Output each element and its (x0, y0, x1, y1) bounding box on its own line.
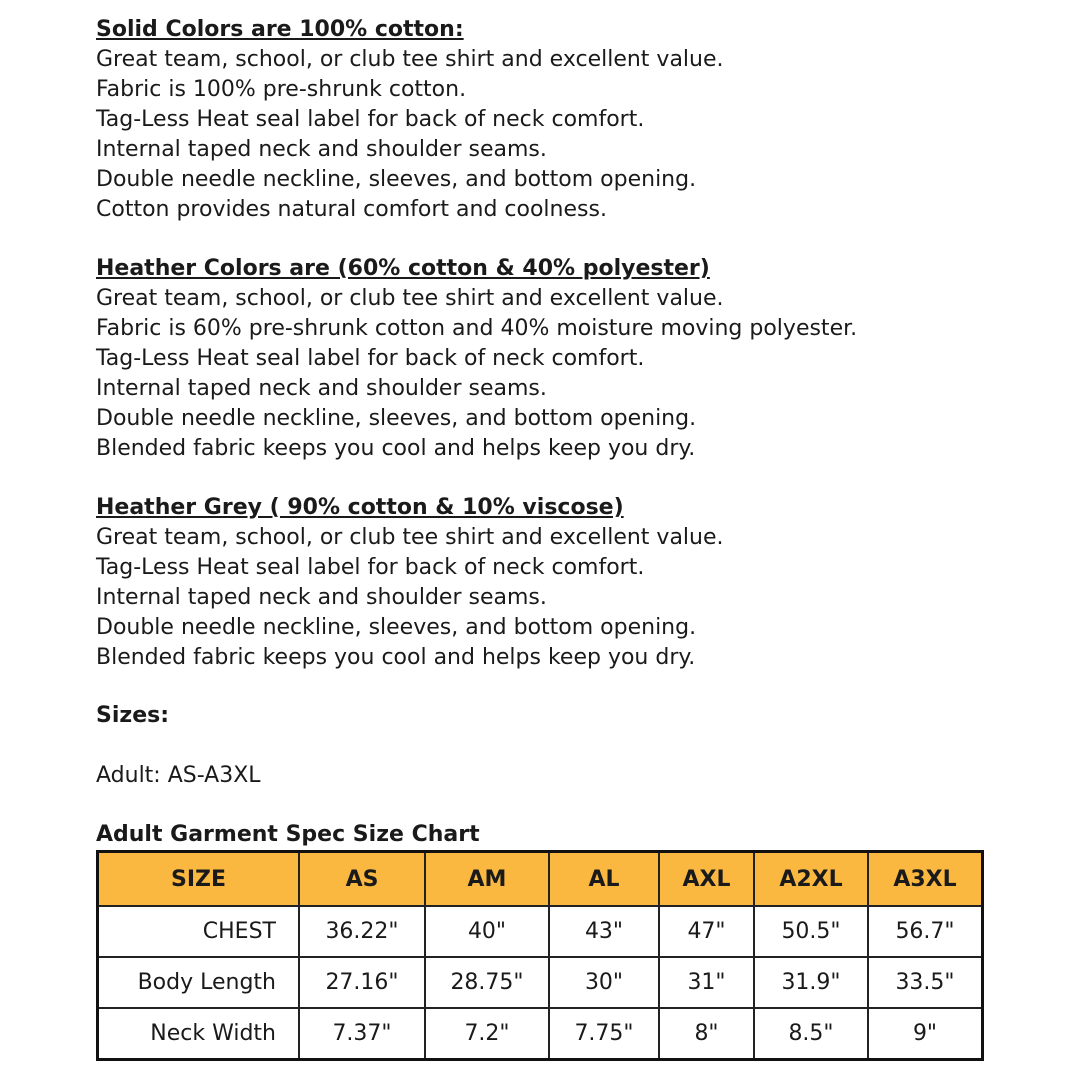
feature-line: Tag-Less Heat seal label for back of nec… (96, 107, 645, 132)
table-cell: 36.22" (298, 905, 426, 958)
feature-line: Great team, school, or club tee shirt an… (96, 47, 724, 72)
feature-line: Double needle neckline, sleeves, and bot… (96, 615, 697, 640)
adult-sizes: Adult: AS-A3XL (96, 763, 261, 788)
table-cell: 7.37" (298, 1007, 426, 1061)
feature-line: Tag-Less Heat seal label for back of nec… (96, 346, 645, 371)
feature-line: Internal taped neck and shoulder seams. (96, 376, 547, 401)
table-cell: 31" (658, 956, 755, 1009)
feature-line: Blended fabric keeps you cool and helps … (96, 436, 696, 461)
feature-line: Cotton provides natural comfort and cool… (96, 197, 607, 222)
column-header: A2XL (753, 850, 869, 907)
table-cell: 56.7" (867, 905, 984, 958)
table-cell: 28.75" (424, 956, 550, 1009)
size-chart-title: Adult Garment Spec Size Chart (96, 822, 480, 847)
table-cell: 8.5" (753, 1007, 869, 1061)
feature-line: Fabric is 60% pre-shrunk cotton and 40% … (96, 316, 858, 341)
table-row: Body Length 27.16" 28.75" 30" 31" 31.9" … (96, 956, 984, 1009)
table-cell: 9" (867, 1007, 984, 1061)
column-header: AM (424, 850, 550, 907)
size-chart-table: SIZE AS AM AL AXL A2XL A3XL CHEST 36.22"… (96, 850, 984, 1061)
feature-line: Internal taped neck and shoulder seams. (96, 137, 547, 162)
table-cell: 30" (548, 956, 660, 1009)
section-heading: Solid Colors are 100% cotton: (96, 17, 464, 42)
column-header: AS (298, 850, 426, 907)
feature-line: Internal taped neck and shoulder seams. (96, 585, 547, 610)
table-cell: 47" (658, 905, 755, 958)
row-label: Body Length (96, 956, 300, 1009)
heather-grey-section: Heather Grey ( 90% cotton & 10% viscose)… (96, 493, 724, 673)
table-cell: 31.9" (753, 956, 869, 1009)
column-header: A3XL (867, 850, 984, 907)
table-cell: 7.2" (424, 1007, 550, 1061)
table-row: CHEST 36.22" 40" 43" 47" 50.5" 56.7" (96, 905, 984, 958)
section-heading: Heather Colors are (60% cotton & 40% pol… (96, 256, 710, 281)
table-header-row: SIZE AS AM AL AXL A2XL A3XL (96, 850, 984, 907)
feature-line: Great team, school, or club tee shirt an… (96, 286, 724, 311)
table-cell: 43" (548, 905, 660, 958)
table-row: Neck Width 7.37" 7.2" 7.75" 8" 8.5" 9" (96, 1007, 984, 1061)
feature-line: Great team, school, or club tee shirt an… (96, 525, 724, 550)
table-cell: 50.5" (753, 905, 869, 958)
table-cell: 8" (658, 1007, 755, 1061)
feature-line: Blended fabric keeps you cool and helps … (96, 645, 696, 670)
row-label: Neck Width (96, 1007, 300, 1061)
heather-colors-section: Heather Colors are (60% cotton & 40% pol… (96, 254, 857, 464)
solid-colors-section: Solid Colors are 100% cotton: Great team… (96, 15, 724, 225)
column-header: SIZE (96, 850, 300, 907)
table-cell: 40" (424, 905, 550, 958)
feature-line: Fabric is 100% pre-shrunk cotton. (96, 77, 467, 102)
table-cell: 33.5" (867, 956, 984, 1009)
section-heading: Heather Grey ( 90% cotton & 10% viscose) (96, 495, 624, 520)
sizes-heading: Sizes: (96, 703, 170, 728)
row-label: CHEST (96, 905, 300, 958)
feature-line: Tag-Less Heat seal label for back of nec… (96, 555, 645, 580)
column-header: AXL (658, 850, 755, 907)
feature-line: Double needle neckline, sleeves, and bot… (96, 167, 697, 192)
table-cell: 27.16" (298, 956, 426, 1009)
feature-line: Double needle neckline, sleeves, and bot… (96, 406, 697, 431)
column-header: AL (548, 850, 660, 907)
table-cell: 7.75" (548, 1007, 660, 1061)
